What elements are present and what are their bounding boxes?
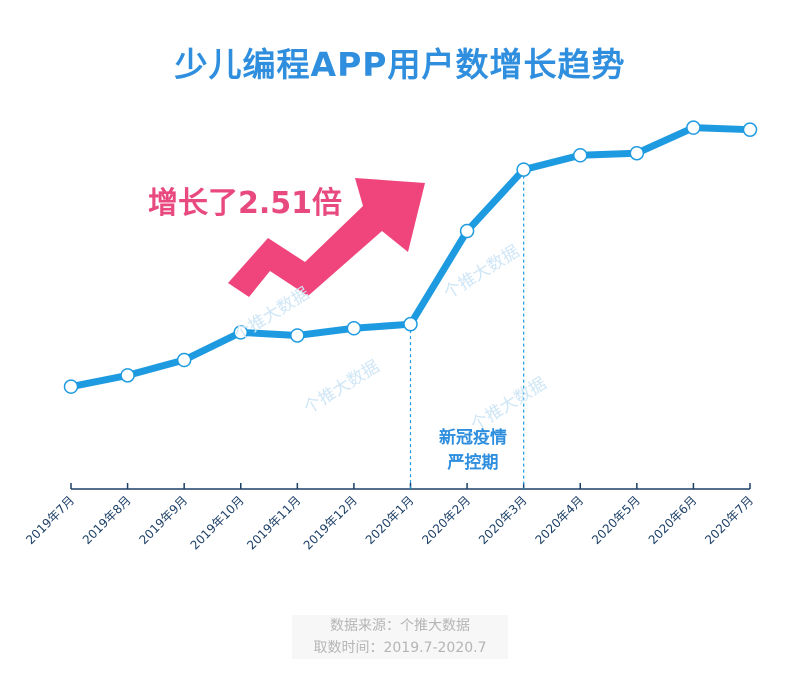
data-point	[63, 379, 79, 394]
x-tick-labels: 2019年7月 2019年8月 2019年9月2019年10月2019年11月201…	[23, 493, 756, 552]
data-point	[120, 368, 135, 383]
x-tick-label: 2019年7月	[23, 493, 77, 547]
growth-arrow-icon	[228, 178, 425, 297]
x-tick-label: 2019年9月	[136, 493, 190, 547]
annotation-line-1: 新冠疫情	[439, 428, 507, 448]
x-tick-label: 2019年10月	[188, 493, 247, 552]
data-point	[290, 328, 305, 343]
x-tick-label: 2020年7月	[702, 493, 756, 547]
growth-label: 增长了2.51倍	[148, 186, 343, 221]
highlight-annotation: 新冠疫情 严控期	[410, 426, 536, 476]
x-tick-label: 2020年2月	[419, 493, 473, 547]
highlight-dashed-lines	[409, 169, 525, 489]
x-tick-label: 2020年1月	[363, 493, 417, 547]
annotation-line-2: 严控期	[447, 453, 499, 473]
data-point	[629, 145, 645, 161]
source-line-2: 取数时间：2019.7-2020.7	[313, 640, 487, 656]
source-note: 数据来源：个推大数据 取数时间：2019.7-2020.7	[292, 615, 508, 659]
x-tick-label: 2020年6月	[646, 493, 700, 547]
data-point	[742, 122, 758, 137]
series-line	[67, 124, 754, 391]
x-tick-label: 2020年5月	[589, 493, 643, 547]
chart-title: 少儿编程APP用户数增长趋势	[174, 45, 626, 84]
source-line-1: 数据来源：个推大数据	[330, 618, 470, 634]
data-point	[346, 321, 362, 336]
x-tick-label: 2019年11月	[244, 493, 303, 552]
data-point	[516, 162, 531, 177]
data-point	[686, 120, 701, 135]
data-point	[233, 325, 248, 340]
data-point	[176, 352, 192, 368]
x-tick-label: 2020年4月	[532, 493, 586, 547]
data-point	[403, 316, 418, 332]
x-tick-label: 2019年8月	[80, 493, 134, 547]
x-tick-label: 2019年12月	[301, 493, 360, 552]
data-points	[63, 120, 758, 394]
data-point	[459, 223, 475, 239]
x-tick-label: 2020年3月	[476, 493, 530, 547]
data-point	[573, 148, 588, 163]
